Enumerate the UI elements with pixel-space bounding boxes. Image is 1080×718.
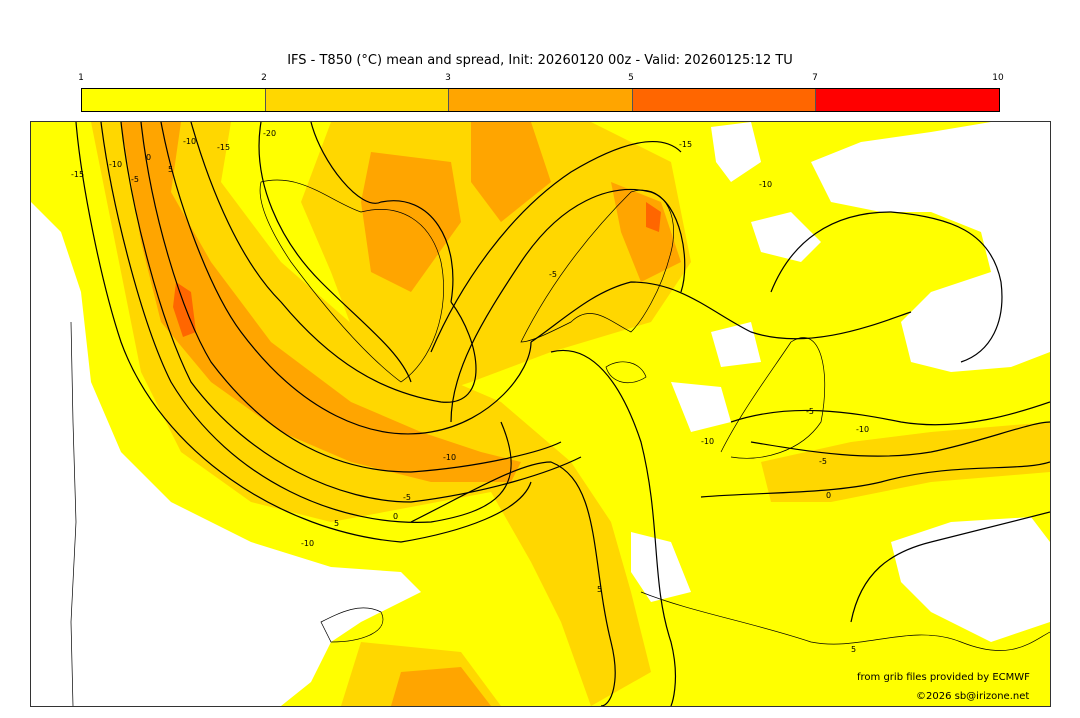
coastline-europe — [720, 337, 826, 459]
contour-label: -5 — [819, 457, 827, 466]
contour-labels: -15 -10 -5 0 5 -10 -15 -20 -5 -15 -10 -1… — [71, 129, 869, 654]
contour-label: 5 — [334, 519, 339, 528]
contour-label: -5 — [131, 175, 139, 184]
coastline-iceland — [605, 361, 647, 384]
spread-2-3-band — [611, 182, 681, 282]
contour-label: 5 — [851, 645, 856, 654]
spread-2-3-band — [391, 667, 491, 706]
spread-below-1-patch — [751, 212, 821, 262]
contour-label: 5 — [597, 585, 602, 594]
colorbar-bin — [449, 89, 633, 111]
contour-line — [850, 511, 1050, 623]
contour-line — [750, 421, 1050, 457]
contour-line — [160, 122, 532, 435]
colorbar-tick: 10 — [992, 73, 1004, 83]
t850-contours — [75, 122, 1050, 706]
colorbar — [81, 88, 1000, 112]
colorbar-tick: 5 — [628, 73, 634, 83]
contour-label: -5 — [549, 270, 557, 279]
spread-2-3-band — [471, 122, 551, 222]
colorbar-bin — [265, 89, 450, 111]
contour-label: -10 — [301, 539, 314, 548]
spread-below-1-patch — [891, 517, 1050, 642]
spread-1-2-band — [761, 422, 1050, 502]
spread-below-1-patch — [671, 382, 731, 432]
contour-label: -10 — [109, 160, 122, 169]
contour-line — [100, 122, 512, 523]
coastline-america — [70, 321, 77, 706]
coastline-scandinavia — [520, 189, 674, 343]
contour-line — [530, 281, 912, 343]
copyright-credit: ©2026 sb@irizone.net — [916, 691, 1030, 702]
spread-below-1-patch — [631, 532, 691, 602]
contour-label: -20 — [263, 129, 276, 138]
spread-below-1-russia — [811, 122, 1050, 372]
contour-label: -15 — [679, 140, 692, 149]
contour-label: -10 — [183, 137, 196, 146]
coastline-med — [640, 591, 1050, 651]
data-source-credit: from grib files provided by ECMWF — [857, 672, 1030, 683]
contour-line — [770, 211, 1003, 363]
spread-below-1-atlantic — [31, 202, 421, 706]
contour-line — [75, 122, 532, 543]
contour-label: -10 — [759, 180, 772, 189]
contour-line — [310, 122, 454, 303]
contour-label: -10 — [443, 453, 456, 462]
contour-line — [258, 122, 412, 383]
colorbar-tick: 2 — [261, 73, 267, 83]
contour-line — [190, 122, 477, 403]
map-svg: -15 -10 -5 0 5 -10 -15 -20 -5 -15 -10 -1… — [31, 122, 1050, 706]
colorbar-bin — [82, 89, 266, 111]
contour-label: -10 — [701, 437, 714, 446]
spread-2-3-band — [121, 122, 521, 482]
coastline-greenland — [259, 179, 444, 383]
colorbar-tick: 1 — [78, 73, 84, 83]
contour-label: -15 — [217, 143, 230, 152]
coastline-newfoundland — [320, 607, 384, 643]
contour-line — [410, 461, 616, 706]
colorbar-bin — [632, 89, 817, 111]
colorbar-bin — [816, 89, 999, 111]
coastlines — [70, 179, 1050, 706]
contour-line — [550, 349, 677, 706]
contour-label: -5 — [806, 407, 814, 416]
contour-label: 0 — [146, 153, 151, 162]
contour-line — [430, 141, 682, 353]
contour-label: -5 — [403, 493, 411, 502]
chart-title: IFS - T850 (°C) mean and spread, Init: 2… — [287, 53, 793, 68]
colorbar-tick: 3 — [445, 73, 451, 83]
contour-line — [140, 122, 562, 473]
contour-line — [730, 401, 1050, 426]
spread-below-1-patch — [711, 322, 761, 367]
map-panel: -15 -10 -5 0 5 -10 -15 -20 -5 -15 -10 -1… — [30, 121, 1051, 707]
spread-3-5-spot — [646, 202, 661, 232]
contour-line — [450, 188, 686, 423]
contour-line — [700, 461, 1050, 498]
contour-label: 0 — [393, 512, 398, 521]
contour-label: 0 — [826, 491, 831, 500]
contour-label: -15 — [71, 170, 84, 179]
spread-2-3-band — [361, 152, 461, 292]
spread-below-1-patch — [711, 122, 761, 182]
contour-label: 5 — [168, 165, 173, 174]
colorbar-tick: 7 — [812, 73, 818, 83]
spread-3-5-spot — [173, 282, 196, 337]
contour-line — [120, 122, 582, 503]
contour-label: -10 — [856, 425, 869, 434]
